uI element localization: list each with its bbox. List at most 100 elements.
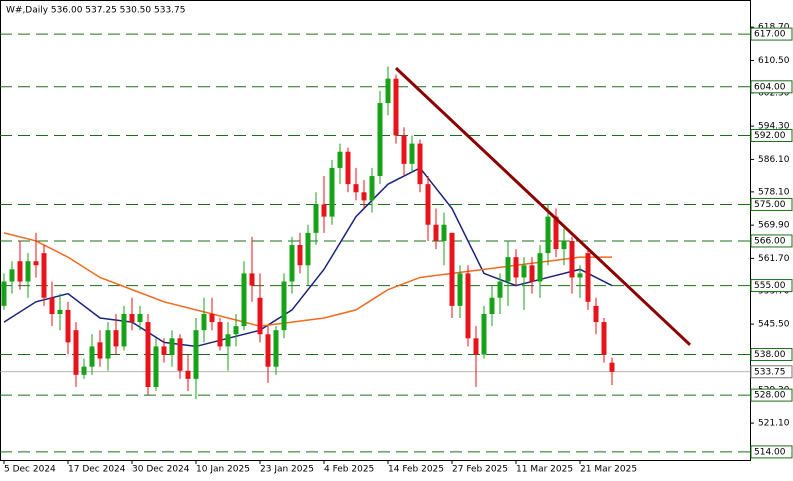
candle-body — [169, 338, 175, 355]
candle-body — [593, 305, 599, 323]
candle-body — [561, 240, 567, 250]
trendline — [394, 67, 692, 346]
candle-body — [585, 253, 591, 302]
candle-body — [393, 78, 399, 136]
candle-body — [121, 313, 127, 347]
y-tick-label: 561.70 — [758, 254, 790, 264]
candle-body — [489, 297, 495, 314]
candle-body — [41, 253, 47, 298]
last-price-label: 533.75 — [754, 367, 786, 377]
level-label: 592.00 — [754, 131, 786, 141]
candle-body — [345, 151, 351, 185]
y-tick-label: 569.90 — [758, 221, 790, 231]
candle-body — [513, 257, 519, 278]
candle-body — [129, 313, 135, 323]
level-label-box — [750, 445, 793, 459]
candle-body — [225, 334, 231, 347]
candle-body — [89, 346, 95, 367]
candle-body — [553, 216, 559, 250]
candle-body — [457, 273, 463, 306]
candle-body — [497, 281, 503, 298]
candle-body — [481, 313, 487, 355]
candle-body — [537, 253, 543, 282]
candle-body — [273, 330, 279, 367]
level-label: 617.00 — [754, 30, 786, 40]
candle-body — [81, 366, 87, 375]
level-label: 538.00 — [754, 350, 786, 360]
candle-body — [177, 338, 183, 371]
candle-body — [329, 167, 335, 217]
y-tick-label: 610.50 — [758, 56, 790, 66]
candle-body — [217, 322, 223, 347]
candle-body — [249, 273, 255, 286]
candle-body — [9, 269, 15, 282]
candle-body — [377, 103, 383, 177]
level-label: 575.00 — [754, 200, 786, 210]
x-tick-label: 17 Dec 2024 — [68, 465, 126, 475]
candle-body — [601, 322, 607, 355]
level-label: 528.00 — [754, 391, 786, 401]
candle-body — [257, 297, 263, 335]
chart-title: W#,Daily 536.00 537.25 530.50 533.75 — [6, 6, 185, 16]
candle-body — [297, 245, 303, 266]
candle-body — [57, 309, 63, 314]
level-label-box — [750, 348, 793, 362]
level-label-box — [750, 197, 793, 211]
y-tick-label: 578.10 — [758, 187, 790, 197]
candle-body — [233, 326, 239, 335]
candle-body — [425, 184, 431, 225]
candle-body — [577, 273, 583, 278]
candle-body — [361, 192, 367, 201]
level-label-box — [750, 279, 793, 293]
x-tick-label: 27 Feb 2025 — [452, 465, 508, 475]
candle-body — [521, 265, 527, 278]
y-tick-label: 594.30 — [758, 122, 790, 132]
y-tick-label: 545.50 — [758, 320, 790, 330]
candle-body — [17, 261, 23, 282]
candle-body — [161, 346, 167, 355]
candle-body — [185, 370, 191, 379]
candle-body — [353, 184, 359, 193]
candle-body — [65, 309, 71, 343]
candle-body — [465, 273, 471, 339]
level-label: 514.00 — [754, 447, 786, 457]
level-label: 604.00 — [754, 82, 786, 92]
candle-body — [289, 245, 295, 282]
candle-body — [281, 281, 287, 331]
moving-average — [3, 232, 612, 327]
level-label: 555.00 — [754, 281, 786, 291]
candle-body — [417, 143, 423, 185]
candle-body — [105, 330, 111, 359]
level-label-box — [750, 27, 793, 41]
candle-body — [97, 342, 103, 359]
x-tick-label: 10 Jan 2025 — [196, 465, 250, 475]
candle-body — [337, 151, 343, 168]
candle-body — [193, 330, 199, 379]
candle-body — [1, 281, 7, 306]
candle-body — [529, 265, 535, 282]
x-tick-label: 30 Dec 2024 — [132, 465, 190, 475]
level-label-box — [750, 80, 793, 94]
x-tick-label: 4 Feb 2025 — [324, 465, 374, 475]
candle-body — [209, 313, 215, 323]
candle-body — [33, 261, 39, 266]
candle-body — [153, 346, 159, 387]
x-tick-label: 11 Mar 2025 — [516, 465, 573, 475]
candle-body — [201, 313, 207, 331]
candle-body — [145, 322, 151, 387]
level-label-box — [750, 128, 793, 142]
candle-body — [49, 297, 55, 314]
plot-frame — [0, 0, 751, 461]
level-label-box — [750, 388, 793, 402]
last-price-box — [750, 365, 793, 379]
x-tick-label: 5 Dec 2024 — [4, 465, 56, 475]
candle-body — [433, 224, 439, 241]
candle-body — [609, 362, 615, 372]
candle-body — [473, 338, 479, 355]
candle-body — [409, 143, 415, 164]
y-tick-label: 586.10 — [758, 155, 790, 165]
candle-body — [73, 330, 79, 375]
candle-body — [313, 204, 319, 233]
candle-body — [265, 334, 271, 367]
candle-body — [545, 216, 551, 254]
